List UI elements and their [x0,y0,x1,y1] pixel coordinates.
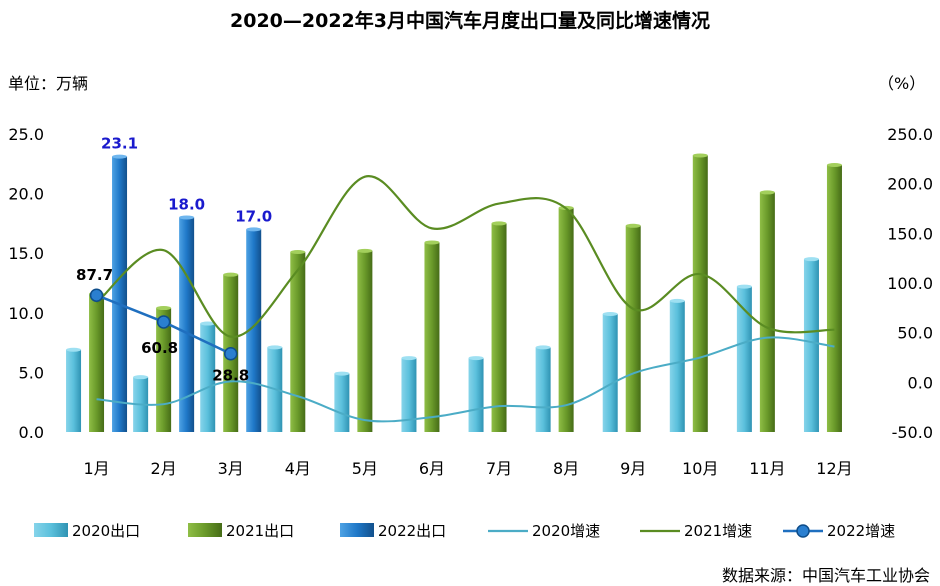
bar-top-2020出口 [66,347,82,352]
bar-2021出口 [692,155,708,432]
legend-label: 2022出口 [378,522,446,540]
y-right-tick-label: 200.0 [887,175,933,194]
right-axis-unit: （%） [878,74,926,93]
bar-2021出口 [491,223,507,432]
bar-2021出口 [156,308,172,432]
bar-top-2021出口 [156,306,172,311]
x-tick-label: 2月 [151,459,177,478]
bar-top-2020出口 [133,375,149,380]
bar-2021出口 [826,164,842,432]
bar-2020出口 [401,358,417,432]
bar-2020出口 [334,373,350,432]
y-left-tick-label: 5.0 [19,363,44,382]
x-tick-label: 9月 [620,459,646,478]
y-left-tick-label: 25.0 [8,125,44,144]
bar-2021出口 [558,207,574,432]
bar-2020出口 [66,349,82,432]
legend-label: 2020出口 [72,522,140,540]
bar-2020出口 [736,286,752,432]
bar-2020出口 [535,347,551,432]
x-tick-label: 11月 [749,459,785,478]
legend-swatch [34,523,68,537]
y-left-tick-label: 15.0 [8,244,44,263]
y-left-tick-label: 20.0 [8,185,44,204]
bar-2020出口 [602,313,618,432]
data-source-note: 数据来源：中国汽车工业协会 [721,566,930,585]
bar-top-2022出口 [179,215,195,220]
bar-top-2021出口 [223,272,239,277]
x-tick-label: 12月 [816,459,852,478]
bar-2021出口 [424,242,440,432]
bar-2021出口 [759,192,775,432]
y-right-tick-label: 50.0 [897,324,933,343]
x-tick-label: 7月 [486,459,512,478]
bar-top-2021出口 [692,153,708,158]
legend-label: 2022增速 [827,522,895,540]
x-tick-label: 4月 [285,459,311,478]
bar-2021出口 [625,225,641,432]
bar-top-2021出口 [625,223,641,228]
x-tick-label: 5月 [352,459,378,478]
line-2022-value-label: 60.8 [141,339,178,357]
bar-top-2020出口 [267,345,283,350]
bar-top-2020出口 [736,284,752,289]
x-tick-label: 10月 [682,459,718,478]
x-tick-label: 6月 [419,459,445,478]
line-2022-value-label: 28.8 [212,367,249,385]
marker-2022-growth [89,288,104,302]
bar-2020出口 [468,358,484,432]
line-2021-growth [95,175,835,338]
legend-label: 2021出口 [226,522,294,540]
bar-top-2020出口 [468,356,484,361]
y-right-tick-label: 100.0 [887,274,933,293]
bar-top-2022出口 [112,154,128,159]
bar-top-2021出口 [424,240,440,245]
bar-top-2020出口 [200,321,216,326]
chart-title: 2020—2022年3月中国汽车月度出口量及同比增速情况 [230,10,710,32]
legend-marker [796,524,810,538]
marker-2022-growth [223,346,238,361]
bar-top-2020出口 [334,371,350,376]
legend-label: 2020增速 [532,522,600,540]
bar-2022-value-label: 23.1 [101,135,138,153]
bar-2022出口 [112,156,128,432]
bar-top-2020出口 [803,257,819,262]
bar-top-2021出口 [826,162,842,167]
y-right-tick-label: -50.0 [892,423,933,442]
bar-2021出口 [357,250,373,432]
legend-swatch [340,523,374,537]
x-tick-label: 1月 [83,459,109,478]
bar-top-2021出口 [357,248,373,253]
bar-top-2020出口 [401,356,417,361]
bar-top-2022出口 [246,227,262,232]
bar-top-2021出口 [759,190,775,195]
left-axis-unit: 单位：万辆 [8,74,89,93]
y-right-tick-label: 250.0 [887,125,933,144]
bar-2021出口 [89,293,105,432]
line-2020-growth [96,336,835,423]
bar-top-2021出口 [290,250,306,255]
bar-2022出口 [246,229,262,432]
line-2022-value-label: 87.7 [76,266,113,284]
bar-2022-value-label: 18.0 [168,195,205,213]
y-left-tick-label: 0.0 [19,423,44,442]
y-right-tick-label: 0.0 [908,373,933,392]
bar-2020出口 [200,323,216,432]
legend-label: 2021增速 [684,522,752,540]
x-tick-label: 3月 [218,459,244,478]
bar-2022-value-label: 17.0 [235,207,272,225]
bar-2020出口 [803,259,819,432]
marker-2022-growth [156,315,171,329]
bar-2021出口 [290,252,306,432]
bar-top-2020出口 [535,345,551,350]
bar-top-2020出口 [602,311,618,316]
y-left-tick-label: 10.0 [8,304,44,323]
bar-2020出口 [669,300,685,432]
bar-top-2020出口 [669,298,685,303]
y-right-tick-label: 150.0 [887,224,933,243]
bar-top-2021出口 [491,221,507,226]
x-tick-label: 8月 [553,459,579,478]
legend-swatch [188,523,222,537]
